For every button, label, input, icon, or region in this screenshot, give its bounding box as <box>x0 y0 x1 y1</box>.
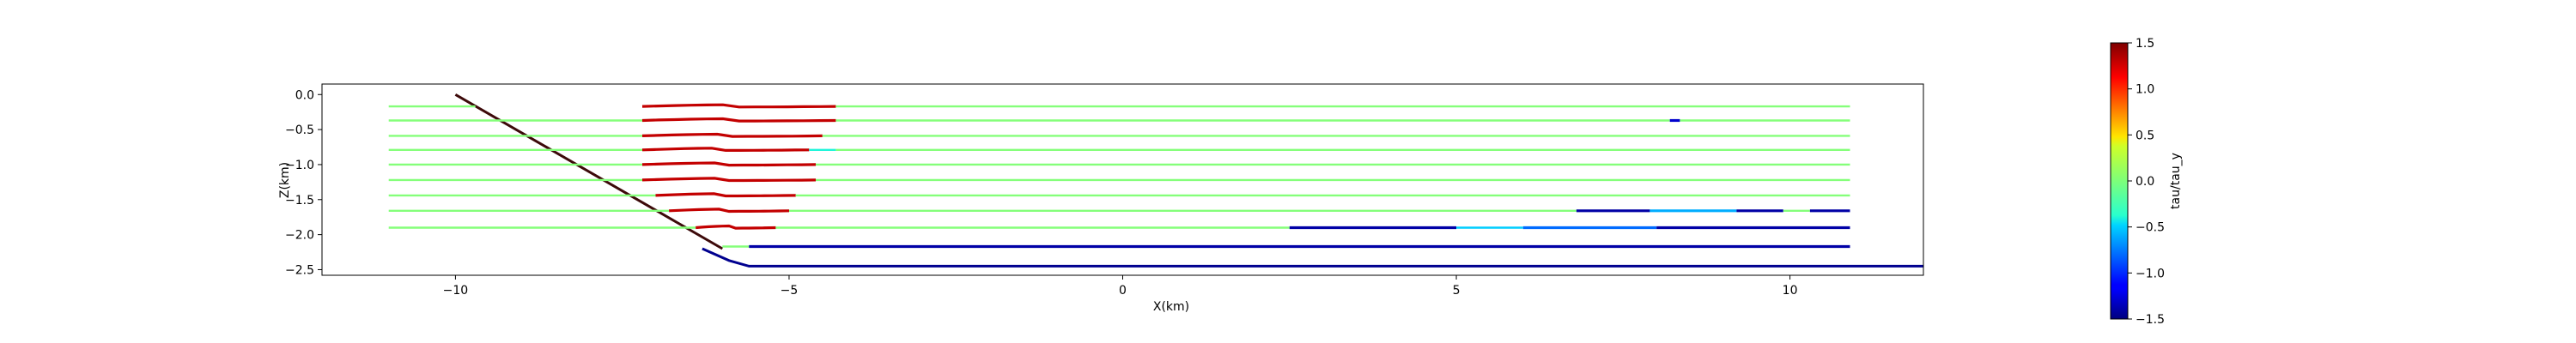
y-axis-label: Z(km) <box>278 162 292 198</box>
fault-line <box>454 93 724 250</box>
x-axis: −10 −5 0 5 10 <box>443 275 1798 298</box>
y-tick-label-5: −2.0 <box>285 229 314 243</box>
layer-10-segment-2 <box>669 208 790 214</box>
y-tick-label-6: −2.5 <box>285 263 314 277</box>
x-tick-label-5: 10 <box>1783 284 1798 298</box>
colorbar-tick-label-3: 0.5 <box>2136 129 2154 142</box>
x-tick-label-1: −10 <box>443 284 469 298</box>
y-tick-label-4: −1.5 <box>285 194 314 208</box>
layer-3-segment-2 <box>641 103 836 109</box>
colorbar-label: tau/tau_y <box>2169 153 2183 209</box>
colorbar-tick-label-5: −0.5 <box>2136 221 2165 235</box>
x-tick-label-2: −5 <box>781 284 799 298</box>
colorbar-tick-label-7: −1.5 <box>2136 313 2165 327</box>
y-tick-label-1: 0.0 <box>295 88 314 102</box>
layer-8-segment-2 <box>641 177 817 183</box>
layer-7-segment-2 <box>641 161 817 167</box>
colorbar-tick-label-1: 1.5 <box>2136 37 2154 51</box>
layer-4-segment-2 <box>641 117 836 123</box>
layer-5-segment-2 <box>641 132 823 138</box>
colorbar: 1.5 1.0 0.5 0.0 −0.5 −1.0 −1.5 tau/tau_y <box>2110 37 2183 327</box>
y-tick-label-2: −0.5 <box>285 123 314 137</box>
x-tick-label-3: 0 <box>1119 284 1127 298</box>
x-axis-label: X(km) <box>1153 300 1189 314</box>
y-tick-label-3: −1.0 <box>285 159 314 172</box>
colorbar-tick-label-6: −1.0 <box>2136 267 2165 280</box>
plot-area <box>388 93 1923 268</box>
x-tick-label-4: 5 <box>1453 284 1461 298</box>
colorbar-gradient <box>2110 42 2129 320</box>
colorbar-tick-label-4: 0.0 <box>2136 175 2154 189</box>
layer-11-segment-2 <box>696 224 776 230</box>
layer-9-segment-2 <box>655 192 796 198</box>
colorbar-ticks: 1.5 1.0 0.5 0.0 −0.5 −1.0 −1.5 <box>2128 37 2165 327</box>
y-axis: 0.0 −0.5 −1.0 −1.5 −2.0 −2.5 <box>285 88 322 277</box>
colorbar-tick-label-2: 1.0 <box>2136 83 2154 97</box>
bottom-boundary-line <box>702 247 1923 268</box>
layer-6-segment-2 <box>641 147 810 152</box>
